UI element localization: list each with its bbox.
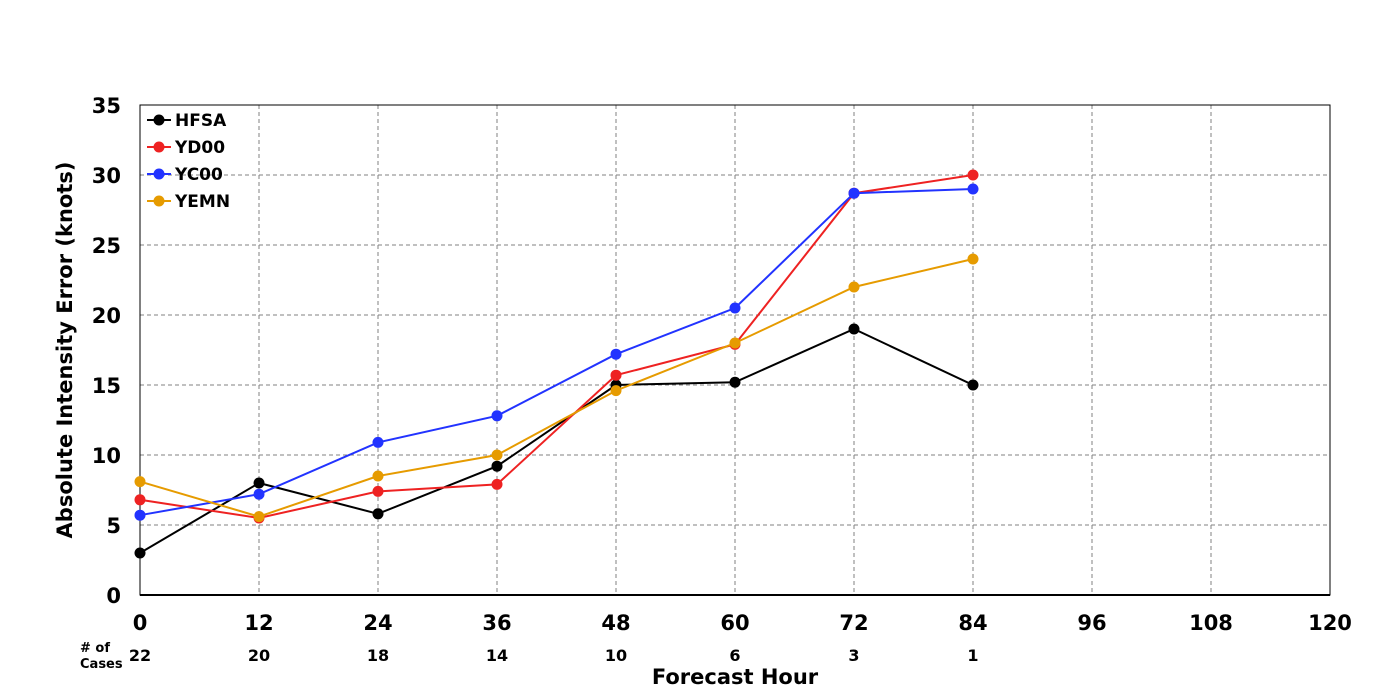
data-point <box>967 169 979 181</box>
legend-label: HFSA <box>175 111 227 131</box>
data-point <box>967 253 979 265</box>
x-tick-label: 96 <box>1077 611 1106 635</box>
y-tick-label: 30 <box>92 164 121 188</box>
y-axis-title: Absolute Intensity Error (knots) <box>53 162 77 539</box>
series-yd00 <box>134 169 979 524</box>
cases-label-line1: # of <box>80 641 110 656</box>
series-yemn <box>134 253 979 523</box>
data-point <box>372 485 384 497</box>
data-point <box>372 508 384 520</box>
legend-marker <box>153 141 165 153</box>
x-axis-title: Forecast Hour <box>652 665 819 689</box>
data-point <box>134 494 146 506</box>
y-tick-label: 5 <box>106 514 121 538</box>
data-point <box>729 302 741 314</box>
data-point <box>848 187 860 199</box>
x-tick-label: 36 <box>482 611 511 635</box>
grid-lines <box>140 105 1330 595</box>
case-count: 1 <box>967 646 978 665</box>
data-point <box>491 460 503 472</box>
tick-labels: 0 12 24 36 48 60 72 84 96 108 120 0 5 10 15 20 25 30 35 <box>92 94 1352 635</box>
x-tick-label: 84 <box>958 611 987 635</box>
series-line <box>139 188 974 517</box>
data-point <box>372 470 384 482</box>
cases-label-line2: Cases <box>80 657 123 672</box>
x-tick-label: 60 <box>720 611 749 635</box>
case-count: 18 <box>367 646 389 665</box>
data-point <box>610 348 622 360</box>
data-point <box>610 385 622 397</box>
case-count: 20 <box>248 646 270 665</box>
series-yc00 <box>134 183 979 521</box>
x-tick-label: 108 <box>1189 611 1233 635</box>
data-point <box>372 436 384 448</box>
data-point <box>729 376 741 388</box>
x-tick-label: 72 <box>839 611 868 635</box>
y-tick-label: 20 <box>92 304 121 328</box>
case-counts: # of Cases 22 20 18 14 10 6 3 1 <box>80 641 979 672</box>
case-count: 14 <box>486 646 508 665</box>
y-tick-label: 10 <box>92 444 121 468</box>
case-count: 3 <box>848 646 859 665</box>
legend-item-yc00: YC00 <box>147 165 223 185</box>
legend-item-yd00: YD00 <box>147 138 225 158</box>
data-point <box>253 477 265 489</box>
legend-marker <box>153 168 165 180</box>
data-point <box>491 410 503 422</box>
data-point <box>967 183 979 195</box>
data-point <box>134 476 146 488</box>
y-tick-label: 25 <box>92 234 121 258</box>
series-line <box>139 327 974 554</box>
legend: HFSA YD00 YC00 YEMN <box>147 111 230 212</box>
legend-marker <box>153 195 165 207</box>
data-point <box>134 547 146 559</box>
data-point <box>491 449 503 461</box>
y-tick-label: 35 <box>92 94 121 118</box>
data-point <box>848 281 860 293</box>
series-lines <box>134 169 979 559</box>
legend-marker <box>153 114 165 126</box>
series-line <box>139 174 974 520</box>
series-hfsa <box>134 323 979 559</box>
data-point <box>491 478 503 490</box>
legend-item-yemn: YEMN <box>147 192 230 212</box>
y-tick-label: 0 <box>106 584 121 608</box>
x-tick-label: 0 <box>133 611 148 635</box>
data-point <box>253 488 265 500</box>
data-point <box>253 511 265 523</box>
case-count: 22 <box>129 646 151 665</box>
data-point <box>848 323 860 335</box>
x-tick-label: 120 <box>1308 611 1352 635</box>
x-tick-label: 48 <box>601 611 630 635</box>
case-count: 10 <box>605 646 627 665</box>
x-tick-label: 12 <box>244 611 273 635</box>
case-count: 6 <box>729 646 740 665</box>
legend-label: YC00 <box>174 165 223 185</box>
data-point <box>967 379 979 391</box>
data-point <box>610 369 622 381</box>
legend-item-hfsa: HFSA <box>147 111 227 131</box>
legend-label: YD00 <box>174 138 225 158</box>
series-line <box>139 258 974 518</box>
data-point <box>729 337 741 349</box>
legend-label: YEMN <box>174 192 230 212</box>
x-tick-label: 24 <box>363 611 392 635</box>
y-tick-label: 15 <box>92 374 121 398</box>
data-point <box>134 509 146 521</box>
